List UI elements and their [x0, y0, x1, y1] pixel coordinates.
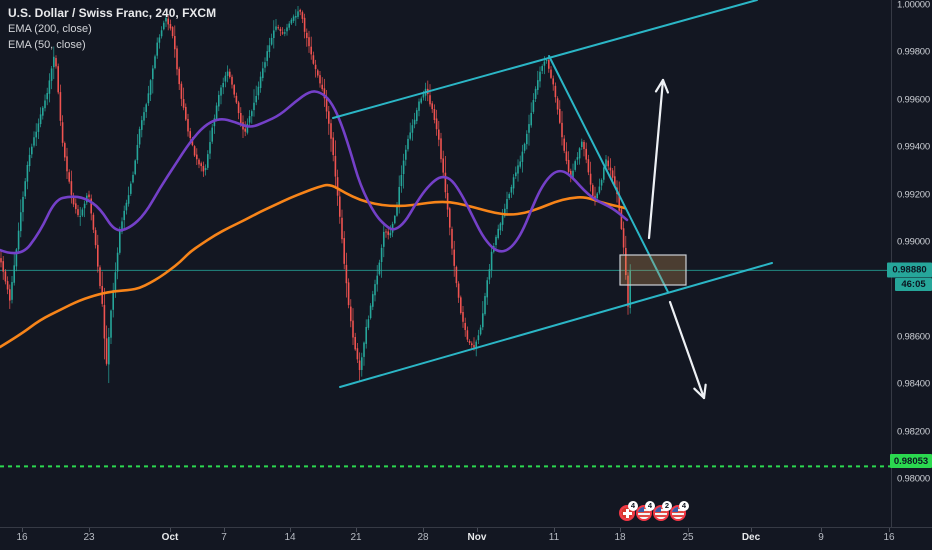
last-price-label: 0.98880 — [887, 262, 932, 278]
trendline-upper[interactable] — [332, 0, 758, 119]
trendline-lower[interactable] — [339, 262, 773, 388]
time-tick-mark — [170, 528, 171, 532]
ema-200-line[interactable] — [0, 183, 627, 349]
time-tick-mark — [224, 528, 225, 532]
bar-countdown-label: 46:05 — [895, 278, 932, 292]
event-count-badge: 4 — [628, 501, 638, 511]
time-tick-mark — [821, 528, 822, 532]
price-tick-label: 0.98600 — [897, 331, 930, 343]
alert-price-label[interactable]: 0.98053 — [890, 454, 932, 469]
time-tick-label: 18 — [614, 532, 626, 543]
time-tick-label: 21 — [350, 532, 362, 543]
time-tick-mark — [89, 528, 90, 532]
time-tick-label: 14 — [284, 532, 296, 543]
time-tick-label: 9 — [818, 532, 824, 543]
supply-box[interactable] — [619, 254, 687, 286]
event-flag-swiss-icon[interactable] — [619, 505, 635, 521]
candles-layer — [0, 5, 631, 384]
time-tick-label: 16 — [883, 532, 895, 543]
time-tick-mark — [423, 528, 424, 532]
symbol-legend: U.S. Dollar / Swiss Franc, 240, FXCM EMA… — [8, 6, 216, 53]
time-axis[interactable]: 16 23 Oct 7 14 21 28 Nov 11 18 25 Dec 9 16 — [0, 527, 932, 550]
time-tick-mark — [290, 528, 291, 532]
time-tick-label: 25 — [682, 532, 694, 543]
down-arrow[interactable] — [668, 300, 707, 400]
indicator-legend-ema200[interactable]: EMA (200, close) — [8, 23, 92, 35]
time-tick-mark — [620, 528, 621, 532]
price-tick-label: 0.99200 — [897, 189, 930, 201]
price-tick-label: 0.98200 — [897, 426, 930, 438]
event-count-badge: 4 — [645, 501, 655, 511]
time-tick-mark — [356, 528, 357, 532]
time-tick-label: 23 — [83, 532, 95, 543]
time-tick-label: Nov — [467, 532, 487, 543]
indicator-legend-ema50[interactable]: EMA (50, close) — [8, 39, 86, 51]
time-tick-mark — [688, 528, 689, 532]
time-tick-mark — [477, 528, 478, 532]
price-axis[interactable]: 0.98880 46:05 0.98053 1.00000 0.99800 0.99… — [887, 0, 932, 528]
price-tick-label: 0.99800 — [897, 46, 930, 58]
trendline-breakdown[interactable] — [548, 55, 669, 293]
up-arrow[interactable] — [647, 78, 670, 240]
price-tick-label: 0.99600 — [897, 94, 930, 106]
price-tick-label: 1.00000 — [897, 0, 930, 11]
event-count-badge: 2 — [662, 501, 672, 511]
price-tick-label: 0.98400 — [897, 378, 930, 390]
time-tick-label: Dec — [741, 532, 761, 543]
event-count-badge: 4 — [679, 501, 689, 511]
price-tick-label: 0.98000 — [897, 473, 930, 485]
time-tick-label: 11 — [548, 532, 560, 543]
price-tick-label: 0.99400 — [897, 141, 930, 153]
ema-50-line[interactable] — [0, 90, 629, 255]
time-tick-label: 16 — [16, 532, 28, 543]
time-tick-label: Oct — [161, 532, 179, 543]
time-tick-mark — [554, 528, 555, 532]
price-tick-label: 0.99000 — [897, 236, 930, 248]
symbol-title[interactable]: U.S. Dollar / Swiss Franc, 240, FXCM — [8, 6, 217, 20]
time-tick-mark — [751, 528, 752, 532]
time-tick-label: 7 — [221, 532, 227, 543]
time-tick-mark — [22, 528, 23, 532]
time-tick-label: 28 — [417, 532, 429, 543]
time-tick-mark — [889, 528, 890, 532]
